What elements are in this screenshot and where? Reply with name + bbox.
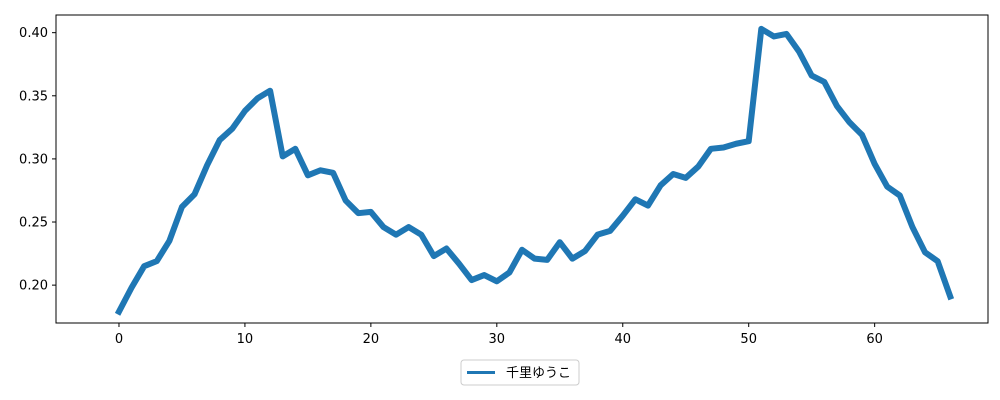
x-tick-label: 50 — [740, 332, 757, 347]
legend-box — [460, 359, 580, 386]
y-axis: 0.20 0.25 0.30 0.35 0.40 — [19, 26, 56, 294]
series-layer — [114, 25, 955, 316]
x-tick-label: 20 — [363, 332, 380, 347]
x-tick-label: 10 — [237, 332, 254, 347]
legend-label: 千里ゆうこ — [506, 366, 571, 381]
x-axis: 0 10 20 30 40 50 60 — [115, 323, 883, 347]
y-tick-label: 0.40 — [19, 26, 48, 41]
series-line — [114, 25, 955, 316]
legend: 千里ゆうこ — [460, 359, 580, 386]
x-tick-label: 30 — [489, 332, 506, 347]
y-tick-label: 0.20 — [19, 279, 48, 294]
y-tick-label: 0.25 — [19, 216, 48, 231]
x-tick-label: 40 — [614, 332, 631, 347]
y-tick-label: 0.30 — [19, 152, 48, 167]
x-tick-label: 0 — [115, 332, 123, 347]
x-tick-label: 60 — [866, 332, 883, 347]
plot-frame — [55, 14, 989, 324]
y-tick-label: 0.35 — [19, 89, 48, 104]
